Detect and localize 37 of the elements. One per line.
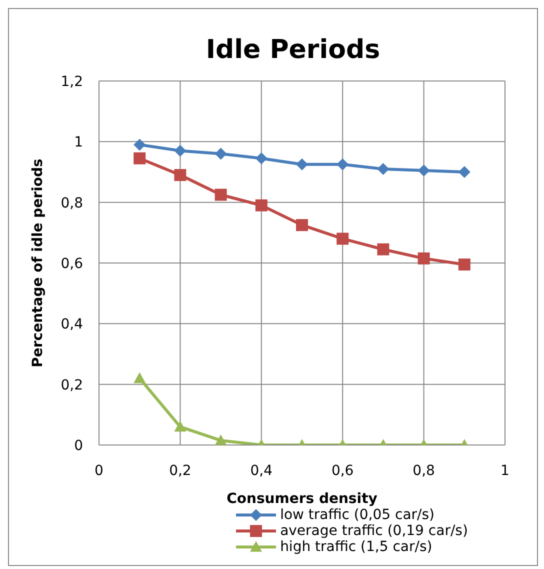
point xyxy=(134,138,146,151)
legend-label: average traffic (0,19 car/s) xyxy=(280,523,468,539)
point xyxy=(255,199,268,212)
point xyxy=(214,148,227,160)
point xyxy=(174,144,186,157)
x-tick-label: 0,6 xyxy=(331,462,354,479)
y-tick-label: 1 xyxy=(74,134,83,151)
legend-label: low traffic (0,05 car/s) xyxy=(280,507,435,523)
legend-label: high traffic (1,5 car/s) xyxy=(280,539,432,555)
point xyxy=(296,158,308,170)
y-tick-label: 0,4 xyxy=(60,316,84,333)
point xyxy=(336,158,349,170)
x-axis-title: Consumers density xyxy=(226,491,378,507)
point xyxy=(418,164,430,176)
point xyxy=(458,258,470,271)
point xyxy=(255,152,268,164)
y-tick-label: 1,2 xyxy=(60,74,83,90)
x-tick-label: 0,4 xyxy=(250,462,273,479)
y-tick-label: 0,8 xyxy=(60,195,83,212)
y-tick-label: 0,6 xyxy=(60,256,84,272)
point xyxy=(377,162,390,175)
point xyxy=(458,166,470,178)
x-tick-label: 0 xyxy=(94,462,104,479)
point xyxy=(134,152,146,164)
y-axis-title: Percentage of idle periods xyxy=(30,158,46,368)
y-tick-label: 0 xyxy=(74,438,83,454)
point xyxy=(336,232,349,245)
point xyxy=(214,188,227,201)
y-tick-label: 0,2 xyxy=(60,377,83,394)
point xyxy=(174,169,186,182)
point xyxy=(377,243,390,256)
x-tick-label: 1 xyxy=(500,462,510,479)
point xyxy=(296,219,308,232)
point xyxy=(418,252,430,264)
x-tick-label: 0,2 xyxy=(169,462,192,479)
chart-title: Idle Periods xyxy=(204,35,382,65)
x-tick-label: 0,8 xyxy=(412,462,435,479)
